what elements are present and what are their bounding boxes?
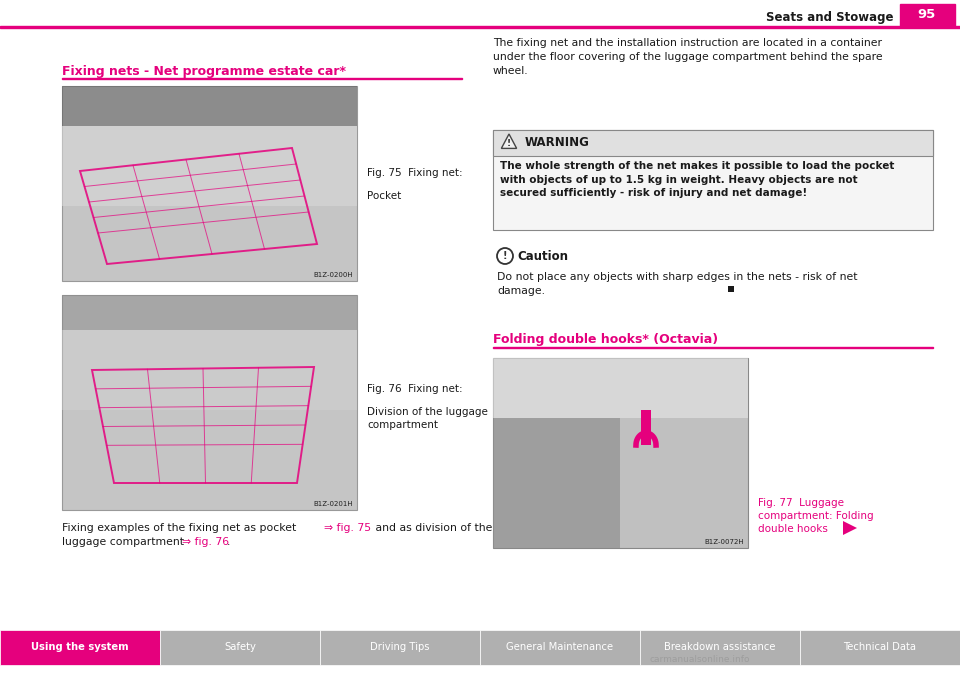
Bar (62, 330, 357, 410)
Text: Pocket: Pocket (367, 191, 401, 201)
Bar (493, 130, 933, 230)
Text: Fig. 75  Fixing net:: Fig. 75 Fixing net: (367, 168, 463, 178)
Bar (728, 286, 734, 292)
Bar (641, 410, 651, 445)
Text: The fixing net and the installation instruction are located in a container
under: The fixing net and the installation inst… (493, 38, 882, 76)
Text: Folding double hooks* (Octavia): Folding double hooks* (Octavia) (493, 334, 718, 347)
Text: Breakdown assistance: Breakdown assistance (664, 643, 776, 653)
Bar (62, 126, 357, 206)
Text: Fixing nets - Net programme estate car*: Fixing nets - Net programme estate car* (62, 65, 346, 79)
Text: !: ! (507, 139, 511, 149)
Circle shape (497, 248, 513, 264)
Text: Technical Data: Technical Data (844, 643, 917, 653)
Bar (62, 86, 357, 126)
Bar (62, 295, 357, 330)
Bar (0, 630, 160, 665)
Text: .: . (227, 537, 230, 547)
Polygon shape (843, 521, 857, 535)
Text: Driving Tips: Driving Tips (371, 643, 430, 653)
Text: luggage compartment: luggage compartment (62, 537, 187, 547)
Text: double hooks: double hooks (758, 524, 828, 534)
Text: Division of the luggage: Division of the luggage (367, 407, 488, 417)
Text: Fig. 77  Luggage: Fig. 77 Luggage (758, 498, 844, 508)
Text: !: ! (503, 251, 507, 261)
Text: WARNING: WARNING (525, 137, 589, 149)
Text: General Maintenance: General Maintenance (507, 643, 613, 653)
Bar (0, 26, 960, 28)
Bar (900, 4, 955, 26)
Text: B1Z-0201H: B1Z-0201H (313, 501, 353, 507)
Text: B1Z-0072H: B1Z-0072H (705, 539, 744, 545)
Bar (62, 86, 357, 281)
Bar (493, 358, 748, 418)
Bar (493, 130, 933, 156)
Bar (493, 358, 748, 548)
Bar (800, 630, 960, 665)
Text: Fixing examples of the fixing net as pocket: Fixing examples of the fixing net as poc… (62, 523, 300, 533)
Bar (493, 418, 620, 548)
Text: Using the system: Using the system (31, 643, 129, 653)
Text: B1Z-0200H: B1Z-0200H (313, 272, 353, 278)
Polygon shape (501, 134, 516, 149)
Text: carmanualsonline.info: carmanualsonline.info (650, 656, 751, 664)
Text: Seats and Stowage: Seats and Stowage (765, 11, 893, 24)
Text: compartment: compartment (367, 420, 438, 430)
Text: The whole strength of the net makes it possible to load the pocket
with objects : The whole strength of the net makes it p… (500, 161, 895, 199)
Text: Caution: Caution (517, 250, 568, 262)
Text: compartment: Folding: compartment: Folding (758, 511, 874, 521)
Bar (62, 78, 462, 79)
Bar (160, 630, 320, 665)
Bar (62, 295, 357, 510)
Bar (640, 630, 800, 665)
Text: Safety: Safety (224, 643, 256, 653)
Text: ⇒ fig. 76: ⇒ fig. 76 (182, 537, 229, 547)
Text: Fig. 76  Fixing net:: Fig. 76 Fixing net: (367, 384, 463, 394)
Bar (480, 630, 640, 665)
Text: 95: 95 (918, 9, 936, 22)
Text: Do not place any objects with sharp edges in the nets - risk of net
damage.: Do not place any objects with sharp edge… (497, 272, 857, 295)
Text: and as division of the: and as division of the (372, 523, 492, 533)
Bar (493, 347, 933, 348)
Bar (320, 630, 480, 665)
Text: ⇒ fig. 75: ⇒ fig. 75 (324, 523, 372, 533)
